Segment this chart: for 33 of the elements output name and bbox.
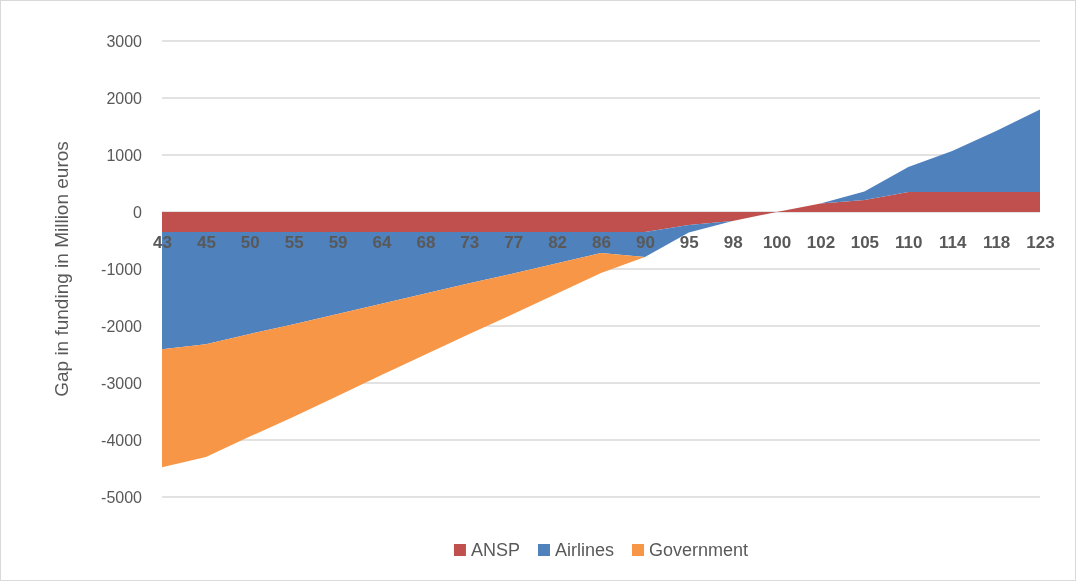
- y-axis-title: Gap in funding in Million euros: [51, 141, 72, 397]
- x-tick-label: 95: [679, 233, 699, 253]
- x-tick-label: 77: [504, 233, 524, 253]
- x-tick-label: 100: [762, 233, 792, 253]
- y-tick-label: 3000: [106, 32, 143, 50]
- x-tick-label: 110: [895, 233, 923, 253]
- x-tick-label: 50: [240, 233, 260, 253]
- y-tick-label: -2000: [101, 317, 143, 335]
- y-tick-label: 1000: [106, 146, 143, 164]
- legend-label: Government: [649, 540, 749, 560]
- y-tick-label: -3000: [101, 374, 143, 392]
- x-tick-label: 59: [328, 233, 348, 253]
- x-tick-label: 118: [982, 233, 1011, 253]
- x-tick-label: 98: [723, 233, 743, 253]
- x-tick-label: 102: [806, 233, 836, 253]
- x-tick-label: 73: [460, 233, 480, 253]
- x-tick-label: 90: [635, 233, 655, 253]
- x-tick-label: 123: [1026, 233, 1055, 253]
- y-tick-label: -4000: [101, 431, 143, 449]
- y-tick-label: -1000: [101, 260, 143, 278]
- legend-label: Airlines: [554, 540, 615, 560]
- x-tick-label: 86: [592, 233, 611, 253]
- x-tick-label: 45: [196, 233, 216, 253]
- x-tick-label: 105: [850, 233, 880, 253]
- y-tick-label: -5000: [101, 488, 143, 506]
- legend-label: ANSP: [470, 540, 520, 560]
- x-tick-label: 64: [372, 233, 392, 253]
- y-tick-label: 2000: [106, 89, 143, 107]
- x-tick-label: 55: [284, 233, 304, 253]
- x-tick-label: 68: [416, 233, 436, 253]
- x-tick-label: 114: [938, 233, 967, 253]
- x-tick-label: 82: [548, 233, 568, 253]
- y-tick-label: 0: [133, 203, 143, 221]
